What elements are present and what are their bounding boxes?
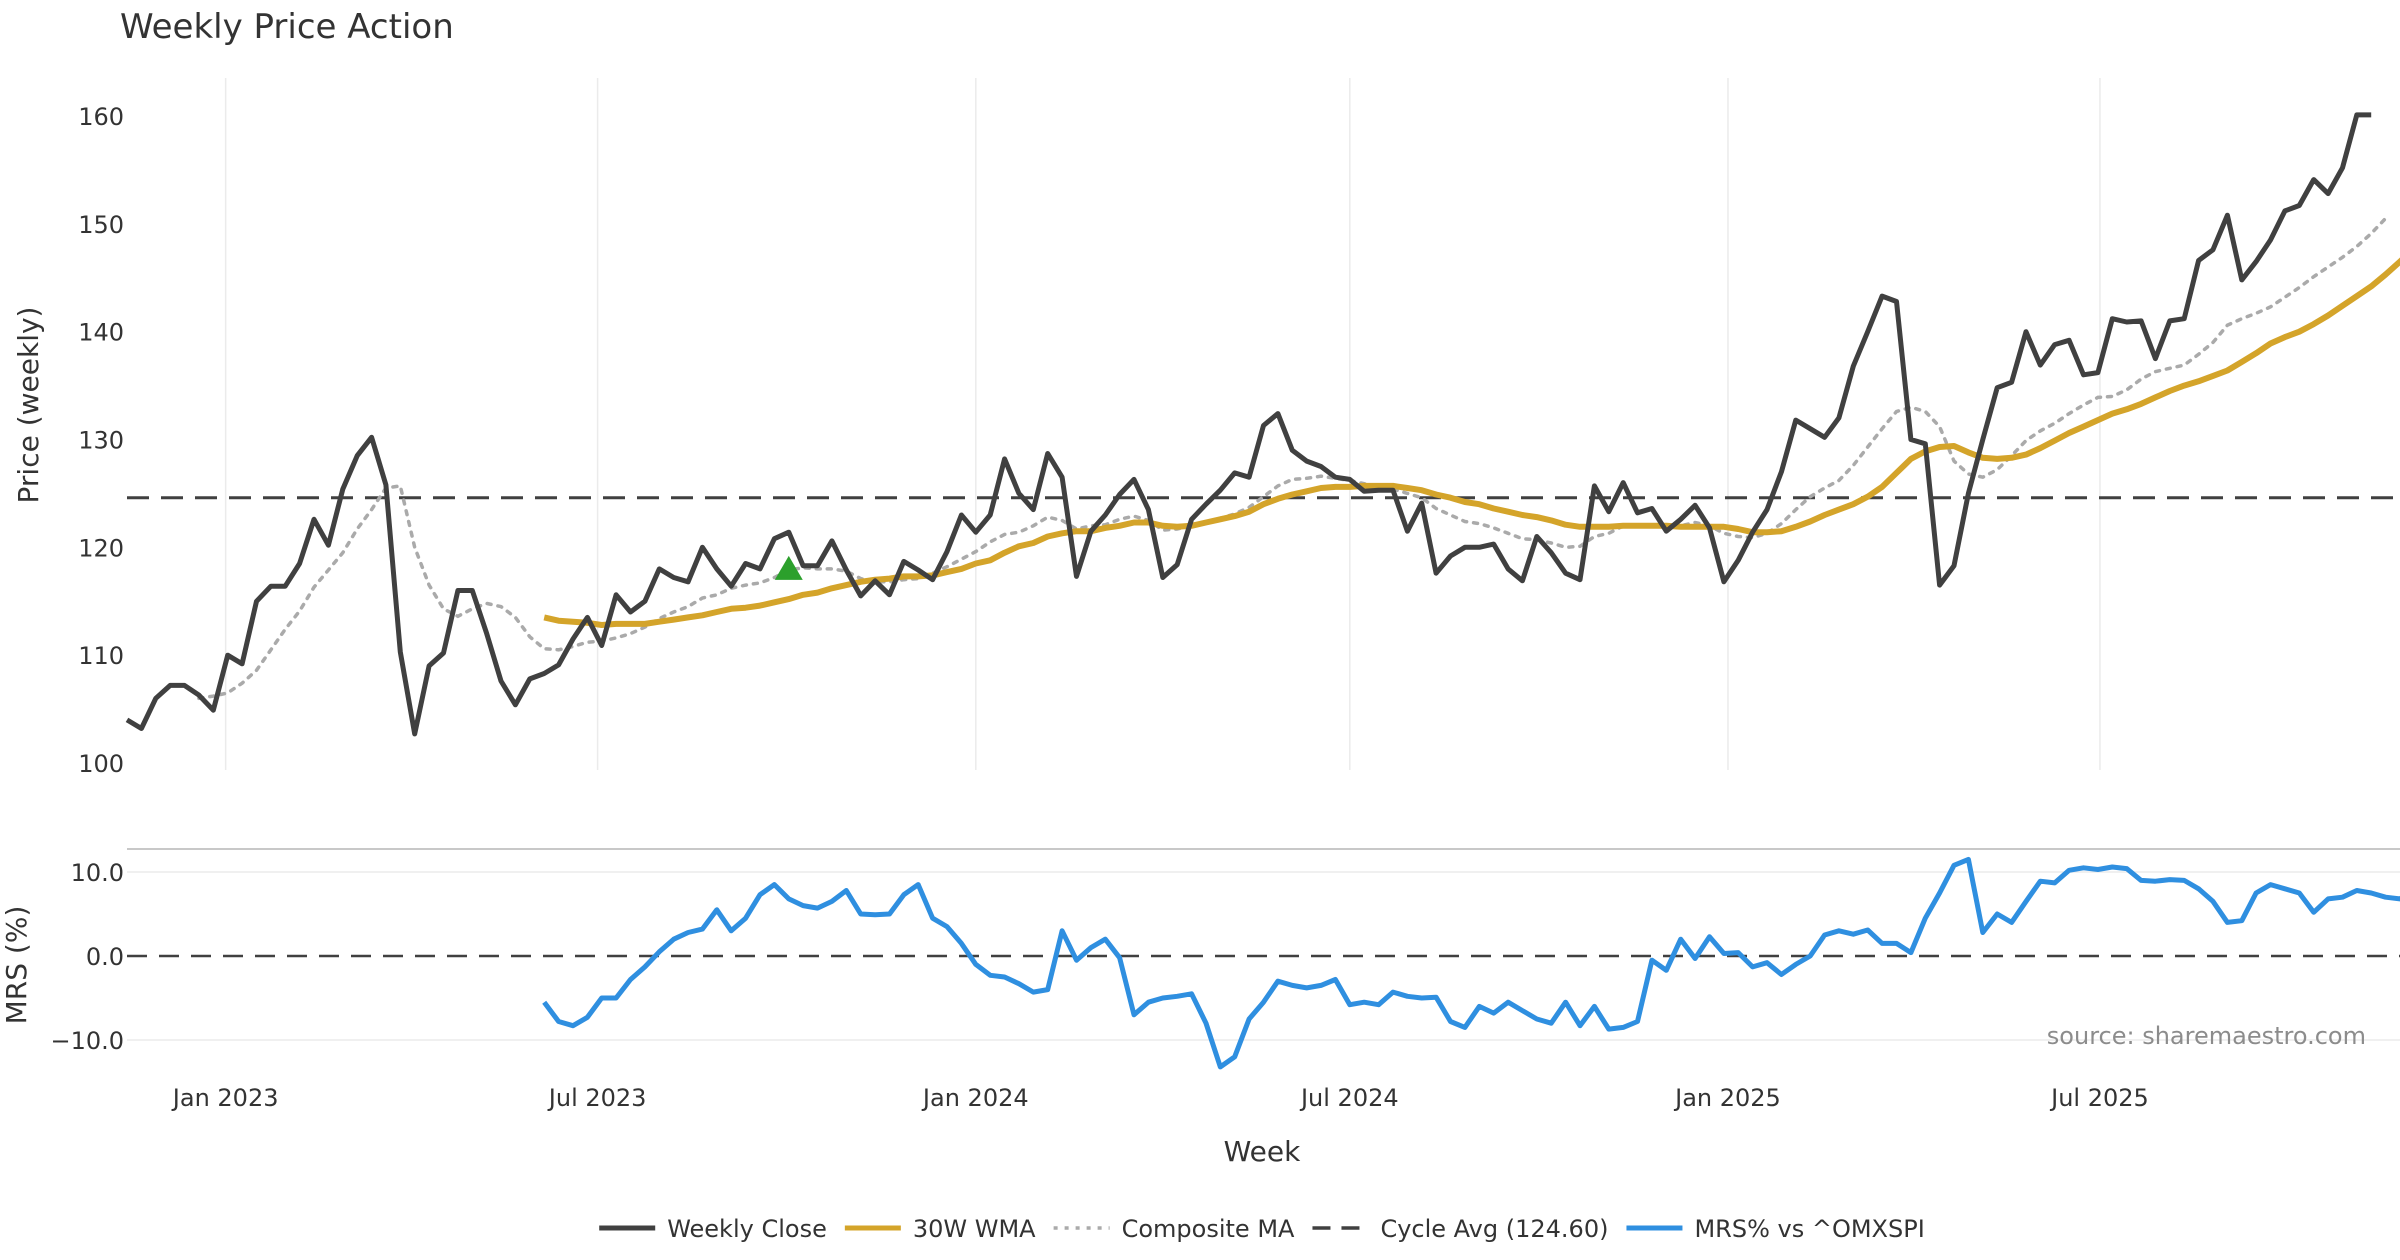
wma-30w-line xyxy=(543,257,2400,628)
x-ticks: Jan 2023 Jul 2023 Jan 2024 Jul 2024 Jan 2025… xyxy=(171,1084,2149,1112)
chart-title: Weekly Price Action xyxy=(120,7,454,47)
source-annotation: source: sharemaestro.com xyxy=(2047,1022,2366,1050)
legend-label-4: MRS% vs ^OMXSPI xyxy=(1694,1215,1924,1243)
x-tick-3: Jul 2024 xyxy=(1299,1084,1399,1112)
x-tick-2: Jan 2024 xyxy=(921,1084,1029,1112)
price-panel: 100 110 120 130 140 150 160 Price (weekly) xyxy=(12,78,2400,778)
mrs-line xyxy=(542,856,2400,1070)
price-y-tick-150: 150 xyxy=(78,211,124,239)
x-tick-0: Jan 2023 xyxy=(171,1084,279,1112)
price-y-ticks: 100 110 120 130 140 150 160 xyxy=(78,103,124,778)
mrs-panel: −10.0 0.0 10.0 MRS (%) source: sharemaestr… xyxy=(0,848,2400,1168)
x-tick-4: Jan 2025 xyxy=(1673,1084,1781,1112)
mrs-y-axis-label: MRS (%) xyxy=(0,906,33,1025)
legend-label-3: Cycle Avg (124.60) xyxy=(1380,1215,1608,1243)
weekly-close-line xyxy=(125,112,2372,737)
price-y-tick-160: 160 xyxy=(78,103,124,131)
x-tick-5: Jul 2025 xyxy=(2049,1084,2149,1112)
price-y-tick-130: 130 xyxy=(78,427,124,455)
price-y-tick-140: 140 xyxy=(78,319,124,347)
composite-ma-line xyxy=(197,216,2388,701)
legend-label-0: Weekly Close xyxy=(667,1215,827,1243)
mrs-y-ticks: −10.0 0.0 10.0 xyxy=(50,859,124,1055)
price-y-tick-100: 100 xyxy=(78,750,124,778)
price-y-tick-120: 120 xyxy=(78,534,124,562)
x-axis-label: Week xyxy=(1224,1135,1301,1168)
price-gridlines xyxy=(224,78,2101,770)
legend: Weekly Close 30W WMA Composite MA Cycle Avg… xyxy=(599,1215,1925,1243)
mrs-y-tick-0: −10.0 xyxy=(50,1027,124,1055)
x-tick-1: Jul 2023 xyxy=(547,1084,647,1112)
legend-label-2: Composite MA xyxy=(1122,1215,1295,1243)
buy-signal-marker xyxy=(774,555,803,580)
legend-label-1: 30W WMA xyxy=(913,1215,1036,1243)
price-y-tick-110: 110 xyxy=(78,642,124,670)
signal-markers xyxy=(774,555,803,580)
price-y-axis-label: Price (weekly) xyxy=(12,307,45,504)
mrs-y-tick-2: 10.0 xyxy=(71,859,124,887)
mrs-gridlines xyxy=(127,871,2400,1041)
mrs-y-tick-1: 0.0 xyxy=(86,943,124,971)
